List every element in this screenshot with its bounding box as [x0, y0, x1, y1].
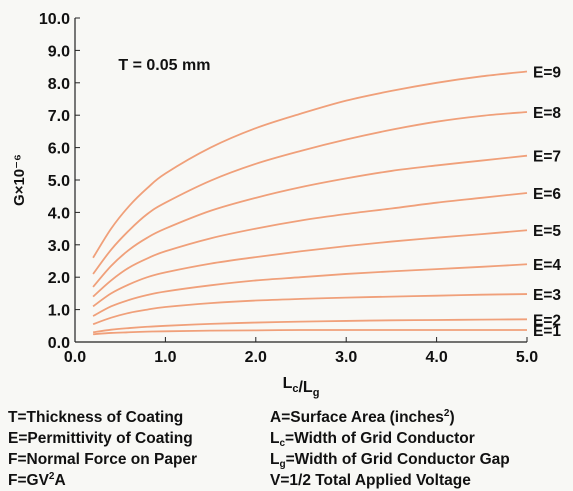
x-tick-label: 2.0: [245, 349, 267, 366]
y-tick-label: 6.0: [48, 141, 70, 158]
series-label: E=1: [533, 323, 561, 340]
legend-entry-conductor-width: Lc=Width of Grid Conductor: [270, 430, 475, 449]
legend-entry-thickness: T=Thickness of Coating: [8, 409, 184, 426]
curves: [92, 70, 528, 336]
x-axis-label: Lc/Lg: [283, 375, 320, 399]
y-tick-label: 10.0: [39, 11, 70, 28]
series-label: E=4: [533, 257, 561, 274]
curve-e-3: [92, 293, 528, 326]
x-tick-label: 3.0: [335, 349, 357, 366]
legend-entry-force-formula: F=GV2A: [8, 471, 66, 490]
series-label: E=3: [533, 287, 561, 304]
legend-entry-conductor-gap: Lg=Width of Grid Conductor Gap: [270, 451, 510, 470]
x-tick-label: 1.0: [154, 349, 176, 366]
legend-entry-normal-force: F=Normal Force on Paper: [8, 451, 198, 468]
y-tick-label: 3.0: [48, 238, 70, 255]
y-tick-label: 9.0: [48, 43, 70, 60]
curve-e-1: [93, 329, 527, 336]
curve-e-5: [92, 229, 528, 308]
series-label: E=5: [533, 223, 561, 240]
series-label: E=2: [533, 312, 561, 329]
annotation: T = 0.05 mm: [118, 57, 210, 74]
y-axis-label: G×10⁻⁶: [11, 154, 28, 206]
chart: 0.0 1.0 2.0 3.0 4.0 5.0 6.0 7.0 8.0 9.0 10.0 0.0 1.0…: [11, 11, 561, 399]
y-tick-label: 1.0: [48, 303, 70, 320]
curve-e-8: [92, 111, 528, 275]
series-label: E=7: [533, 149, 561, 166]
x-tick-label: 5.0: [516, 349, 538, 366]
x-tick-label: 0.0: [64, 349, 86, 366]
legend-right-column: A=Surface Area (inches2) Lc=Width of Gri…: [270, 407, 510, 491]
y-tick-label: 8.0: [48, 76, 70, 93]
legend-entry-surface-area: A=Surface Area (inches2): [270, 408, 455, 427]
x-tick-label: 4.0: [425, 349, 447, 366]
series-label: E=9: [533, 64, 561, 81]
y-tick-label: 0.0: [48, 335, 70, 352]
axes: 0.0 1.0 2.0 3.0 4.0 5.0 6.0 7.0 8.0 9.0 10.0 0.0 1.0…: [39, 11, 538, 366]
legend-entry-permittivity: E=Permittivity of Coating: [8, 430, 193, 447]
curve-e-7: [92, 154, 528, 288]
curve-e-6: [92, 192, 528, 298]
y-tick-label: 5.0: [48, 173, 70, 190]
labels: G×10⁻⁶ Lc/Lg T = 0.05 mm E=1E=2 E=3 E=4 E=5 E=6…: [11, 57, 561, 399]
legend-entry-voltage: V=1/2 Total Applied Voltage: [270, 472, 471, 489]
curve-e-4: [92, 263, 528, 317]
series-label: E=8: [533, 105, 561, 122]
y-tick-label: 4.0: [48, 205, 70, 222]
y-tick-label: 2.0: [48, 270, 70, 287]
curve-e-9: [92, 70, 528, 259]
legend: T=Thickness of Coating E=Permittivity of…: [0, 407, 573, 490]
y-tick-label: 7.0: [48, 108, 70, 125]
series-label: E=6: [533, 186, 561, 203]
legend-left-column: T=Thickness of Coating E=Permittivity of…: [8, 407, 197, 491]
curve-e-2: [92, 318, 528, 334]
